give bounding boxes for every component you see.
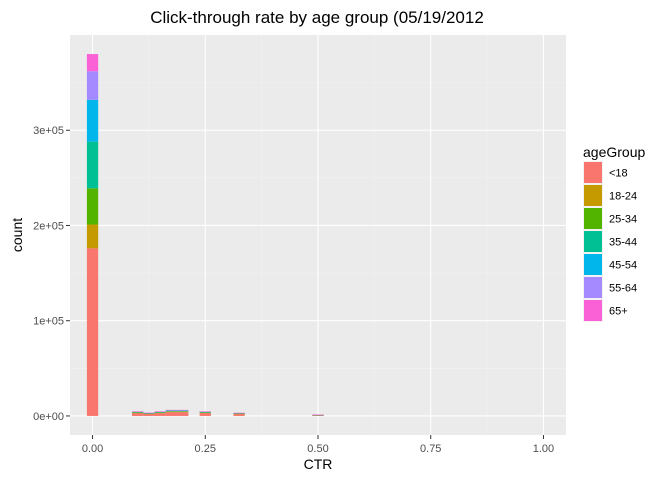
legend-label: <18 xyxy=(609,168,628,180)
histogram-bar-segment xyxy=(143,413,155,415)
histogram-bar-segment xyxy=(132,411,144,413)
histogram-bar-segment xyxy=(312,414,324,416)
y-tick-label: 2e+05 xyxy=(33,220,64,232)
histogram-bar-segment xyxy=(199,412,211,413)
histogram-bar-segment xyxy=(143,413,155,414)
x-axis-title: CTR xyxy=(304,456,333,472)
y-tick-label: 0e+00 xyxy=(33,411,64,423)
y-axis-title: count xyxy=(9,218,25,252)
legend-label: 65+ xyxy=(609,306,628,318)
histogram-bar-segment xyxy=(199,411,211,412)
histogram-bar-segment xyxy=(177,410,189,411)
histogram-bar-segment xyxy=(86,99,99,142)
histogram-bar-segment xyxy=(86,71,99,100)
histogram-bar-segment xyxy=(312,415,324,416)
histogram-bar-segment xyxy=(165,410,178,412)
x-tick-label: 0.75 xyxy=(420,443,441,455)
histogram-bar-segment xyxy=(86,224,99,249)
chart-title: Click-through rate by age group (05/19/2… xyxy=(150,8,484,27)
histogram-bar-segment xyxy=(165,409,178,411)
histogram-bar-segment xyxy=(233,413,245,414)
x-tick-label: 0.25 xyxy=(195,443,216,455)
histogram-bar-segment xyxy=(165,411,178,412)
histogram-bar-segment xyxy=(154,412,166,413)
histogram-bar-segment xyxy=(177,409,189,411)
legend-label: 25-34 xyxy=(609,214,637,226)
histogram-bar-segment xyxy=(132,411,144,412)
legend-key xyxy=(584,300,602,321)
x-tick-label: 0.50 xyxy=(307,443,328,455)
x-tick-label: 1.00 xyxy=(533,443,554,455)
histogram-bar-segment xyxy=(86,141,99,189)
legend-title: ageGroup xyxy=(583,144,645,160)
legend-key xyxy=(584,277,602,298)
histogram-bar-segment xyxy=(233,414,245,416)
histogram-bar-segment xyxy=(86,54,99,72)
legend-key xyxy=(584,162,602,183)
histogram-bar-segment xyxy=(132,412,144,414)
x-axis-ticks: 0.00 0.25 0.50 0.75 1.00 xyxy=(82,435,554,455)
histogram-bar-segment xyxy=(177,411,189,413)
legend-key xyxy=(584,231,602,252)
legend-label: 45-54 xyxy=(609,260,637,272)
histogram-bar-segment xyxy=(177,410,189,412)
histogram-bar-segment xyxy=(165,410,178,411)
histogram-bar-segment xyxy=(233,413,245,415)
legend: ageGroup <18 18-24 25-34 35-44 45-54 55-64 65+ xyxy=(583,144,645,322)
legend-key xyxy=(584,208,602,229)
histogram-bar-segment xyxy=(143,414,155,416)
legend-key xyxy=(584,185,602,206)
histogram-bar-segment xyxy=(233,412,245,414)
histogram-bar-segment xyxy=(154,411,166,412)
histogram-bar-segment xyxy=(86,188,99,225)
x-tick-label: 0.00 xyxy=(82,443,103,455)
bars xyxy=(86,54,324,416)
histogram-bar-segment xyxy=(86,248,99,416)
histogram-bar-segment xyxy=(165,412,178,416)
histogram-bar-segment xyxy=(154,412,166,414)
legend-key xyxy=(584,254,602,275)
histogram-bar-segment xyxy=(154,413,166,416)
legend-label: 55-64 xyxy=(609,283,637,295)
y-tick-label: 3e+05 xyxy=(33,125,64,137)
histogram-bar-segment xyxy=(154,411,166,413)
legend-label: 35-44 xyxy=(609,237,637,249)
histogram-bar-segment xyxy=(165,411,178,413)
histogram-bar-segment xyxy=(177,411,189,412)
histogram-bar-segment xyxy=(177,412,189,416)
histogram-bar-segment xyxy=(199,413,211,416)
histogram-bar-segment xyxy=(132,412,144,413)
legend-label: 18-24 xyxy=(609,191,637,203)
y-axis-ticks: 0e+00 1e+05 2e+05 3e+05 xyxy=(33,125,70,423)
y-tick-label: 1e+05 xyxy=(33,316,64,328)
histogram-bar-segment xyxy=(199,412,211,414)
histogram-bar-segment xyxy=(199,411,211,413)
histogram-bar-segment xyxy=(143,412,155,414)
histogram-bar-segment xyxy=(132,413,144,416)
